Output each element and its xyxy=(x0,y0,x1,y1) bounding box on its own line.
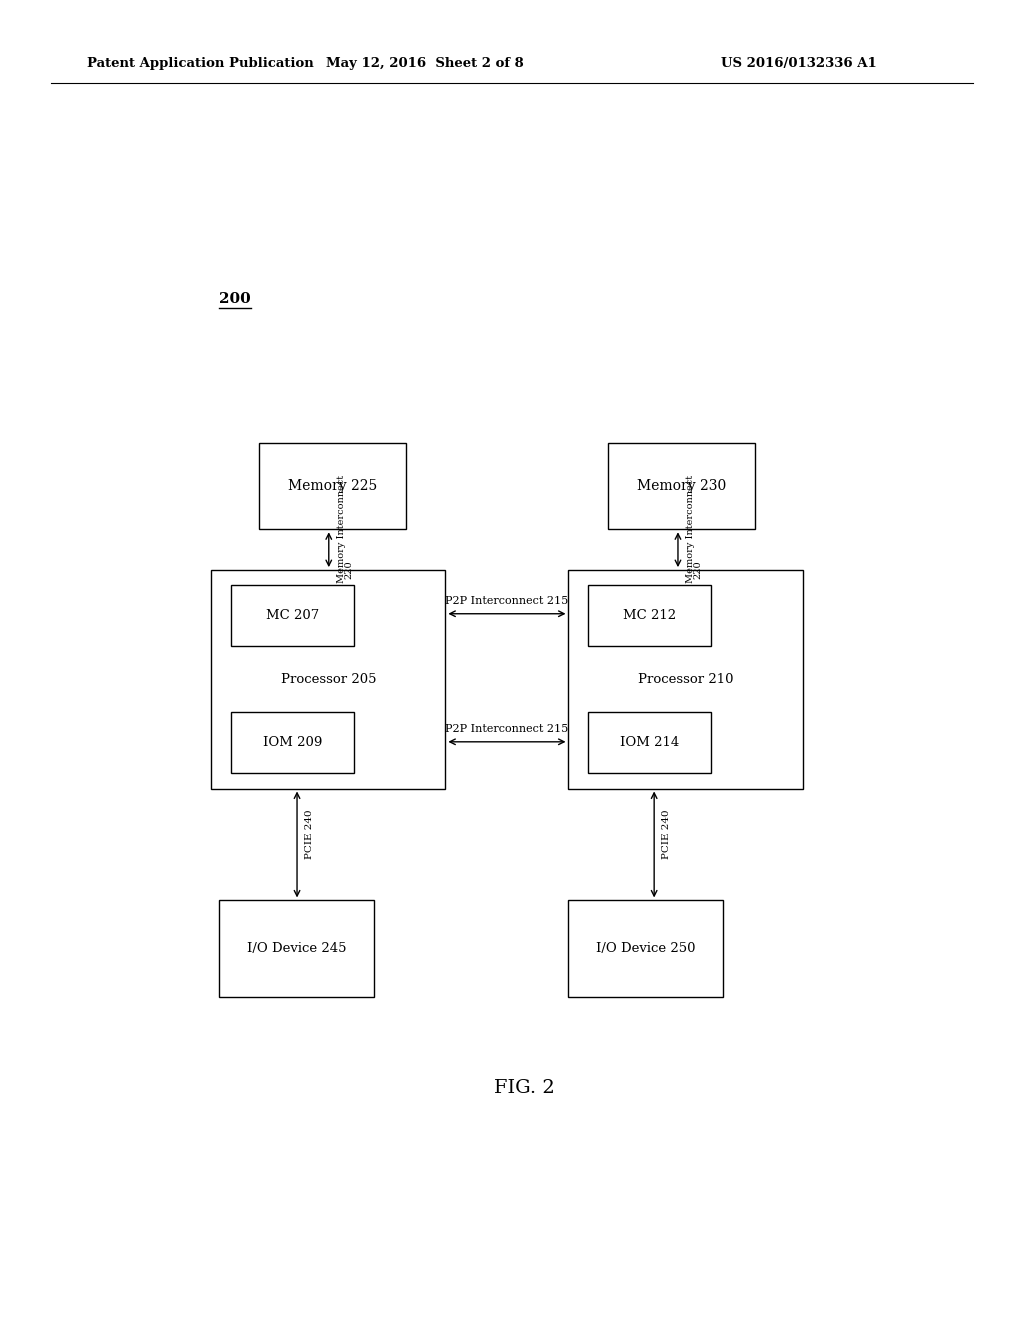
Text: Memory 230: Memory 230 xyxy=(637,479,726,494)
Text: Patent Application Publication: Patent Application Publication xyxy=(87,57,313,70)
FancyBboxPatch shape xyxy=(231,713,354,774)
FancyBboxPatch shape xyxy=(588,585,712,647)
Text: P2P Interconnect 215: P2P Interconnect 215 xyxy=(445,723,568,734)
FancyBboxPatch shape xyxy=(211,570,445,788)
Text: MC 212: MC 212 xyxy=(624,610,677,622)
Text: IOM 214: IOM 214 xyxy=(621,737,679,750)
Text: MC 207: MC 207 xyxy=(266,610,319,622)
Text: US 2016/0132336 A1: US 2016/0132336 A1 xyxy=(721,57,877,70)
Text: Memory 225: Memory 225 xyxy=(288,479,377,494)
FancyBboxPatch shape xyxy=(568,900,723,997)
Text: Memory Interconnect: Memory Interconnect xyxy=(686,475,695,583)
Text: Memory Interconnect: Memory Interconnect xyxy=(337,475,346,583)
Text: 200: 200 xyxy=(219,292,251,306)
FancyBboxPatch shape xyxy=(608,444,755,529)
Text: May 12, 2016  Sheet 2 of 8: May 12, 2016 Sheet 2 of 8 xyxy=(326,57,524,70)
Text: I/O Device 250: I/O Device 250 xyxy=(596,942,695,956)
Text: 220: 220 xyxy=(694,561,702,579)
Text: I/O Device 245: I/O Device 245 xyxy=(247,942,346,956)
FancyBboxPatch shape xyxy=(219,900,374,997)
Text: PCIE 240: PCIE 240 xyxy=(305,809,314,859)
Text: PCIE 240: PCIE 240 xyxy=(663,809,671,859)
Text: IOM 209: IOM 209 xyxy=(263,737,323,750)
Text: P2P Interconnect 215: P2P Interconnect 215 xyxy=(445,595,568,606)
Text: Processor 205: Processor 205 xyxy=(281,673,376,686)
FancyBboxPatch shape xyxy=(259,444,406,529)
FancyBboxPatch shape xyxy=(231,585,354,647)
FancyBboxPatch shape xyxy=(588,713,712,774)
Text: Processor 210: Processor 210 xyxy=(638,673,733,686)
FancyBboxPatch shape xyxy=(568,570,803,788)
Text: FIG. 2: FIG. 2 xyxy=(495,1080,555,1097)
Text: 220: 220 xyxy=(345,561,353,579)
